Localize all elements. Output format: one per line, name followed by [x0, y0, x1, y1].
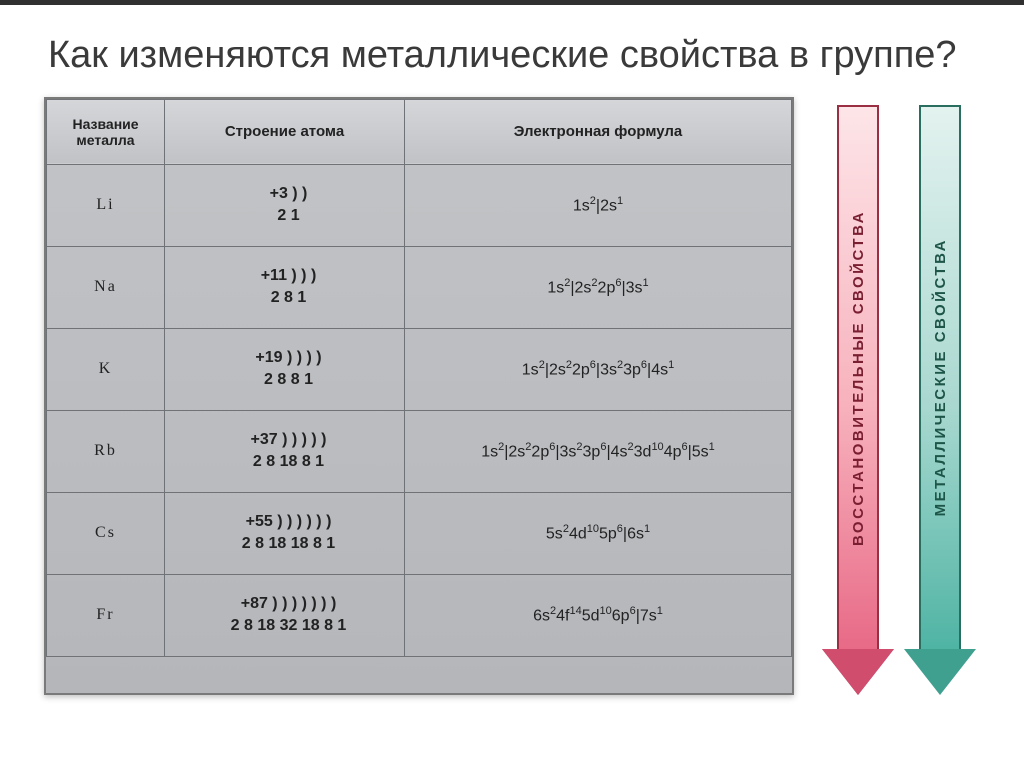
metal-name-cell: Cs	[47, 492, 165, 574]
metal-name-cell: K	[47, 328, 165, 410]
metal-name-cell: Li	[47, 164, 165, 246]
arrow-shaft-red: ВОССТАНОВИТЕЛЬНЫЕ СВОЙСТВА	[837, 105, 879, 649]
electron-formula-cell: 1s2|2s22p6|3s23p6|4s1	[405, 328, 792, 410]
electron-formula-cell: 5s24d105p6|6s1	[405, 492, 792, 574]
table-row: Cs+55 ) ) ) ) ) ) 2 8 18 18 8 15s24d105p…	[47, 492, 792, 574]
table-row: K+19 ) ) ) ) 2 8 8 11s2|2s22p6|3s23p6|4s…	[47, 328, 792, 410]
metals-table: Название металла Строение атома Электрон…	[46, 99, 792, 657]
header-metal-name: Название металла	[47, 99, 165, 164]
header-atom-structure: Строение атома	[165, 99, 405, 164]
content-area: Название металла Строение атома Электрон…	[0, 79, 1024, 695]
electron-formula-cell: 1s2|2s22p6|3s1	[405, 246, 792, 328]
atom-structure-cell: +11 ) ) ) 2 8 1	[165, 246, 405, 328]
table-header-row: Название металла Строение атома Электрон…	[47, 99, 792, 164]
table-row: Fr+87 ) ) ) ) ) ) ) 2 8 18 32 18 8 16s24…	[47, 574, 792, 656]
arrow-head-teal	[904, 649, 976, 695]
table-row: Na+11 ) ) ) 2 8 11s2|2s22p6|3s1	[47, 246, 792, 328]
electron-formula-cell: 1s2|2s22p6|3s23p6|4s23d104p6|5s1	[405, 410, 792, 492]
atom-structure-cell: +87 ) ) ) ) ) ) ) 2 8 18 32 18 8 1	[165, 574, 405, 656]
electron-formula-cell: 1s2|2s1	[405, 164, 792, 246]
arrow-head-red	[822, 649, 894, 695]
reducing-label: ВОССТАНОВИТЕЛЬНЫЕ СВОЙСТВА	[850, 210, 867, 546]
atom-structure-cell: +3 ) ) 2 1	[165, 164, 405, 246]
property-arrows: ВОССТАНОВИТЕЛЬНЫЕ СВОЙСТВА МЕТАЛЛИЧЕСКИЕ…	[822, 97, 976, 695]
metal-name-cell: Rb	[47, 410, 165, 492]
metal-name-cell: Na	[47, 246, 165, 328]
table-row: Rb+37 ) ) ) ) ) 2 8 18 8 11s2|2s22p6|3s2…	[47, 410, 792, 492]
header-electron-formula: Электронная формула	[405, 99, 792, 164]
metallic-label: МЕТАЛЛИЧЕСКИЕ СВОЙСТВА	[932, 238, 949, 516]
reducing-properties-arrow: ВОССТАНОВИТЕЛЬНЫЕ СВОЙСТВА	[822, 105, 894, 695]
atom-structure-cell: +55 ) ) ) ) ) ) 2 8 18 18 8 1	[165, 492, 405, 574]
metals-table-container: Название металла Строение атома Электрон…	[44, 97, 794, 695]
atom-structure-cell: +19 ) ) ) ) 2 8 8 1	[165, 328, 405, 410]
electron-formula-cell: 6s24f145d106p6|7s1	[405, 574, 792, 656]
table-row: Li+3 ) ) 2 11s2|2s1	[47, 164, 792, 246]
atom-structure-cell: +37 ) ) ) ) ) 2 8 18 8 1	[165, 410, 405, 492]
slide-title: Как изменяются металлические свойства в …	[0, 0, 1024, 79]
table-body: Li+3 ) ) 2 11s2|2s1Na+11 ) ) ) 2 8 11s2|…	[47, 164, 792, 656]
arrow-shaft-teal: МЕТАЛЛИЧЕСКИЕ СВОЙСТВА	[919, 105, 961, 649]
metallic-properties-arrow: МЕТАЛЛИЧЕСКИЕ СВОЙСТВА	[904, 105, 976, 695]
metal-name-cell: Fr	[47, 574, 165, 656]
